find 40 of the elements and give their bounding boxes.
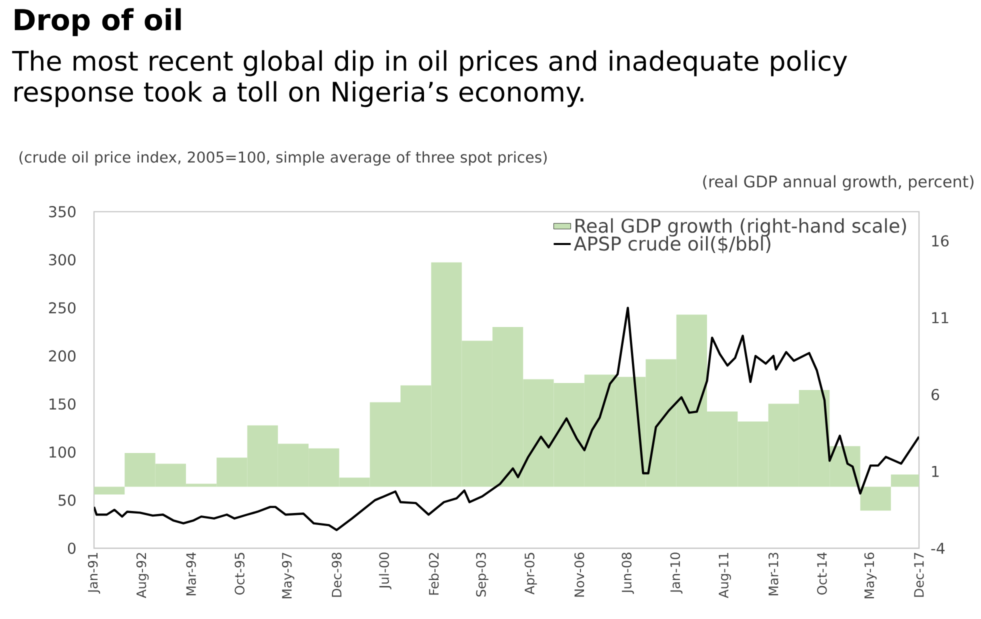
y-tick-label: 250 [49,302,76,314]
x-tick-label: Dec-98 [332,552,342,597]
y2-axis-title: (real GDP annual growth, percent) [703,175,974,191]
x-tick-label: Oct-95 [234,552,244,595]
y2-tick-label: -4 [931,542,945,554]
x-tick-label: Aug-92 [136,553,149,598]
y-tick-label: 50 [58,494,76,506]
x-tick-label: Oct-14 [817,552,827,595]
chart-title: Drop of oil [14,8,181,36]
x-tick-label: Jan-10 [670,552,682,594]
x-tick-label: May-97 [282,552,294,598]
y2-tick-label: 16 [932,235,949,247]
x-tick-label: Feb-02 [428,553,439,595]
legend-label: APSP crude oil($/bbl) [574,236,770,254]
y-tick-label: 100 [50,446,76,458]
x-tick-label: Aug-11 [718,552,731,598]
chart-subtitle: The most recent global dip in oil prices and inadequate policy response took a toll on Nigeria’s economy. [12,50,848,108]
y-tick-label: 0 [68,542,76,554]
x-tick-label: Nov-06 [574,552,584,597]
x-tick-label: Sep-03 [476,552,488,597]
y-tick-label: 200 [49,350,76,362]
y-tick-label: 150 [50,398,76,410]
legend-label: Real GDP growth (right-hand scale) [576,218,906,237]
x-tick-label: Mar-94 [186,552,196,596]
bar [94,486,125,494]
x-tick-label: Apr-05 [524,552,537,594]
y2-tick-label: 11 [932,312,948,324]
y-tick-label: 300 [49,254,76,266]
x-tick-label: Mar-13 [768,552,778,596]
x-tick-label: Jun-08 [622,552,634,594]
bar [860,486,891,511]
y2-tick-label: 6 [932,388,940,400]
x-tick-label: Jul-00 [378,552,392,590]
y-axis-title: (crude oil price index, 2005=100, simple average of three spot prices) [19,151,547,166]
y-tick-label: 350 [49,206,76,218]
x-tick-label: May-16 [864,552,877,598]
x-tick-label: Dec-17 [914,552,924,597]
x-tick-label: Jan-91 [88,552,100,594]
y2-tick-label: 1 [932,466,939,477]
line-series [94,306,920,532]
